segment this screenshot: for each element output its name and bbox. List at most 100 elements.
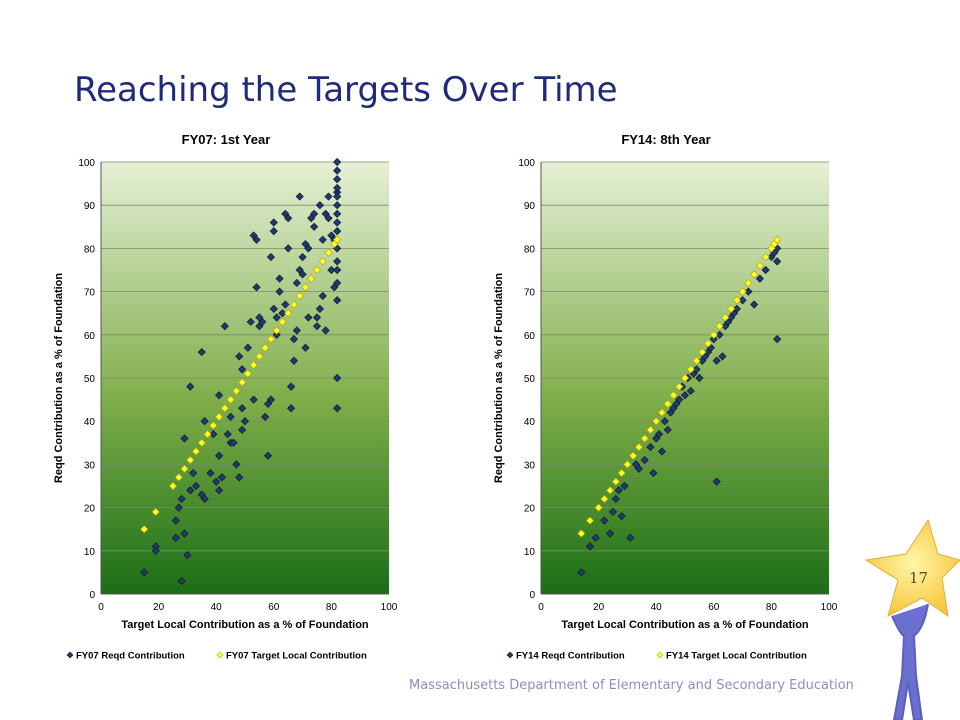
reqd-point <box>614 486 623 495</box>
reqd-point <box>333 265 342 275</box>
reqd-point <box>284 214 293 223</box>
reqd-point <box>333 296 342 305</box>
reqd-point <box>217 473 227 482</box>
reqd-point <box>626 533 635 542</box>
target-point <box>174 473 183 482</box>
reqd-point <box>209 430 218 439</box>
y-tick-label: 0 <box>529 590 535 601</box>
target-point <box>698 347 707 357</box>
chart-title: FY14: 8th Year <box>621 132 710 147</box>
reqd-point <box>646 443 655 452</box>
legend-label: FY14 Reqd Contribution <box>516 651 625 662</box>
y-tick-label: 30 <box>524 460 536 471</box>
reqd-point <box>675 395 684 404</box>
target-point <box>186 455 195 465</box>
reqd-point <box>275 274 284 283</box>
y-tick-label: 100 <box>518 158 535 169</box>
reqd-point <box>761 265 770 275</box>
x-tick-label: 80 <box>766 602 778 613</box>
target-point <box>220 404 229 413</box>
y-tick-label: 40 <box>84 417 96 428</box>
x-tick-label: 40 <box>211 602 223 613</box>
target-point <box>203 430 212 439</box>
target-point <box>594 503 603 512</box>
reqd-point <box>258 317 267 326</box>
y-tick-label: 50 <box>84 374 96 385</box>
reqd-point <box>269 304 278 313</box>
y-tick-label: 20 <box>84 504 96 515</box>
reqd-point <box>718 352 727 361</box>
reqd-point <box>663 425 672 434</box>
legend-marker <box>66 651 74 659</box>
target-point <box>680 373 690 383</box>
y-tick-label: 50 <box>524 374 536 385</box>
reqd-point <box>206 468 215 478</box>
reqd-point <box>695 373 704 383</box>
reqd-point <box>295 192 304 201</box>
target-point <box>600 494 609 504</box>
legend-marker <box>506 651 514 659</box>
target-point <box>278 317 287 326</box>
target-point <box>623 460 632 469</box>
reqd-point <box>606 529 615 538</box>
y-tick-label: 80 <box>84 244 96 255</box>
y-tick-label: 20 <box>524 504 536 515</box>
reqd-point <box>246 317 255 326</box>
reqd-point <box>312 322 322 331</box>
y-tick-label: 90 <box>524 201 536 212</box>
reqd-point <box>174 503 183 512</box>
reqd-point <box>692 365 701 374</box>
reqd-point <box>269 218 278 227</box>
target-point <box>606 486 615 495</box>
reqd-point <box>591 533 600 542</box>
reqd-point <box>200 494 209 504</box>
target-point <box>617 468 626 478</box>
target-point <box>692 356 701 365</box>
reqd-point <box>686 386 695 396</box>
target-point <box>577 529 586 538</box>
y-tick-label: 10 <box>524 547 536 558</box>
target-point <box>703 339 713 348</box>
reqd-point <box>620 481 629 491</box>
reqd-point <box>171 516 180 525</box>
y-tick-label: 30 <box>84 460 96 471</box>
reqd-point <box>333 209 342 218</box>
reqd-point <box>312 313 322 322</box>
reqd-point <box>709 335 718 344</box>
reqd-point <box>657 447 667 456</box>
reqd-point <box>333 404 342 413</box>
reqd-point <box>140 568 149 577</box>
reqd-point <box>318 291 327 301</box>
target-point <box>295 291 304 301</box>
target-point <box>657 408 667 417</box>
reqd-point <box>304 313 313 322</box>
x-tick-label: 60 <box>268 602 280 613</box>
reqd-point <box>200 417 209 426</box>
reqd-point <box>333 183 342 193</box>
y-tick-label: 90 <box>84 201 96 212</box>
target-point <box>726 304 736 313</box>
target-point <box>140 525 149 534</box>
x-tick-label: 20 <box>153 602 165 613</box>
reqd-point <box>151 546 160 555</box>
target-point <box>715 322 724 331</box>
target-point <box>755 261 764 270</box>
reqd-point <box>301 343 310 352</box>
reqd-point <box>266 252 276 262</box>
target-point <box>669 391 678 400</box>
y-axis-title: Reqd Contribution as a % of Foundation <box>493 273 505 483</box>
target-point <box>773 235 782 244</box>
reqd-point <box>272 313 281 322</box>
reqd-point <box>680 391 690 400</box>
x-tick-label: 0 <box>538 602 544 613</box>
reqd-point <box>212 477 221 486</box>
reqd-point <box>298 270 307 279</box>
reqd-point <box>321 326 330 335</box>
reqd-point <box>732 304 741 313</box>
reqd-point <box>191 481 201 491</box>
target-point <box>266 335 276 344</box>
reqd-point <box>284 244 293 253</box>
reqd-point <box>186 486 195 495</box>
reqd-point <box>773 257 782 266</box>
reqd-point <box>269 227 278 236</box>
